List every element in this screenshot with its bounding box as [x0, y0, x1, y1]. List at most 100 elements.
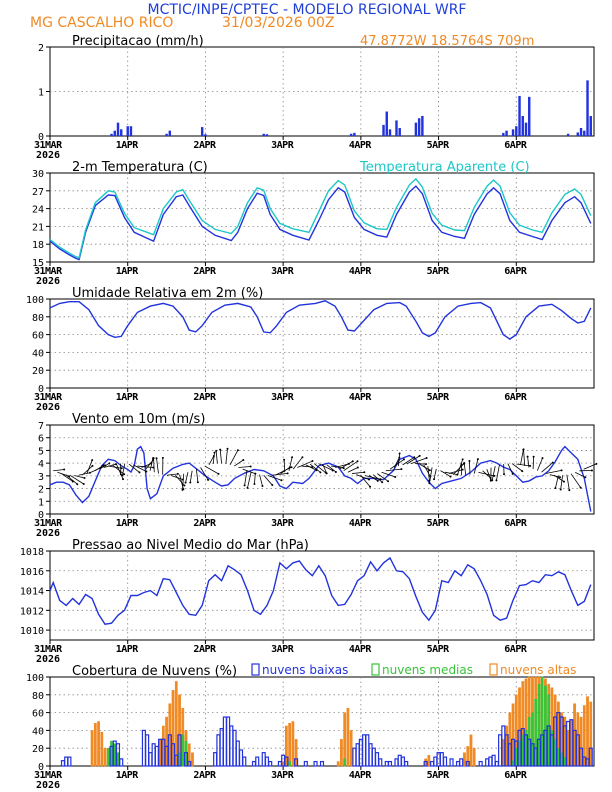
precip-bar	[200, 127, 204, 136]
wind-vector	[200, 467, 209, 481]
cloud-bar-nuvens-baixas	[439, 752, 444, 767]
cloud-bar-nuvens-altas	[472, 747, 476, 767]
wind-vector	[318, 463, 333, 471]
wind-vector-head	[449, 475, 452, 478]
wind-vector-head	[379, 478, 382, 481]
cloud-bar-nuvens-baixas	[423, 760, 428, 767]
wind-vector	[74, 475, 85, 479]
wind-vector	[254, 473, 256, 484]
wind-vector	[145, 459, 154, 470]
precip-bar	[353, 132, 356, 136]
cloud-bar-nuvens-altas	[93, 723, 97, 767]
precip-bar	[349, 133, 353, 136]
wind-vector	[444, 471, 458, 476]
wind-ytick-label: 1	[38, 497, 44, 508]
wind-vector-head	[476, 458, 479, 461]
rh-xtick-label: 4APR	[349, 392, 373, 403]
cloud-legend-low-swatch	[251, 663, 260, 676]
cloud-bar-nuvens-baixas	[362, 734, 367, 767]
wind-vector-head	[532, 455, 535, 458]
wind-vector-head	[579, 486, 582, 489]
cloud-bar-nuvens-baixas	[498, 734, 503, 767]
precip-title: Precipitacao (mm/h)	[72, 34, 204, 49]
wind-vector-head	[161, 456, 164, 459]
wind-vector-head	[363, 471, 366, 474]
wind-xtick-label: 4APR	[349, 518, 373, 529]
cloud-bar-nuvens-altas	[171, 690, 175, 767]
wind-vector	[372, 474, 383, 483]
wind-vector	[229, 450, 239, 466]
wind-vector-head	[511, 472, 514, 475]
cloud-bar-nuvens-baixas	[485, 758, 490, 767]
temp-ytick-label: 18	[32, 240, 44, 251]
wind-vector-head	[189, 481, 192, 484]
press-xtick-label: 1APR	[116, 644, 140, 655]
cloud-xtick-label: 2APR	[193, 770, 217, 781]
rh-ytick-label: 60	[32, 331, 44, 342]
wind-series-line	[49, 445, 592, 512]
cloud-bar-nuvens-medias	[527, 716, 531, 767]
wind-vector	[53, 469, 65, 472]
wind-vector-head	[590, 469, 593, 472]
cloud-bar-nuvens-altas	[90, 730, 94, 767]
wind-xtick-label: 5APR	[427, 518, 451, 529]
wind-vector	[156, 458, 159, 474]
cloud-bar-nuvens-baixas	[277, 760, 282, 767]
precip-bar	[126, 126, 129, 136]
wind-vector	[402, 456, 415, 466]
temp-xtick-label: 2APR	[193, 266, 217, 277]
wind-vector	[545, 470, 562, 474]
wind-vector-head	[219, 448, 222, 451]
precip-bar	[583, 130, 586, 136]
precip-xtick-label: 4APR	[349, 140, 373, 151]
cloud-bar-nuvens-medias	[518, 740, 521, 767]
cloud-bar-nuvens-medias	[544, 685, 547, 767]
wind-vector	[225, 448, 228, 465]
cloud-bar-nuvens-baixas	[400, 756, 406, 767]
cloud-year-label: 2026	[36, 780, 60, 791]
wind-vector	[532, 456, 535, 470]
wind-vector	[153, 458, 155, 473]
rh-panel: 0 20 40 60 80 100 31MAR 1APR 2APR 3APR 4APR 5APR 6AP…	[26, 286, 595, 413]
cloud-bar-nuvens-medias	[537, 683, 541, 767]
wind-vector	[95, 464, 104, 472]
wind-vector-head	[387, 480, 390, 483]
cloud-xtick-label: 31MAR	[34, 770, 63, 781]
wind-vector-head	[301, 456, 304, 459]
wind-vector	[297, 460, 313, 468]
temp-title: 2-m Temperatura (C)	[72, 160, 208, 175]
precip-ytick-label: 2	[38, 43, 44, 54]
cloud-bar-nuvens-altas	[501, 739, 505, 767]
temp-ytick-label: 15	[32, 258, 44, 269]
temp-ytick-label: 30	[32, 169, 44, 180]
rh-xtick-label: 5APR	[427, 392, 451, 403]
temp-year-label: 2026	[36, 276, 60, 287]
cloud-bar-nuvens-baixas	[319, 760, 325, 767]
cloud-bar-nuvens-altas	[294, 739, 298, 767]
wind-vector-head	[376, 479, 379, 482]
precip-bar	[589, 115, 592, 136]
wind-vector-head	[400, 468, 403, 471]
wind-vector	[305, 464, 317, 471]
cloud-bar-nuvens-baixas	[378, 758, 383, 767]
cloud-bar-nuvens-medias	[178, 752, 181, 767]
wind-vector	[356, 474, 370, 480]
wind-vector-head	[119, 473, 122, 476]
wind-vector-head	[428, 482, 431, 485]
cloud-bar-nuvens-baixas	[294, 758, 299, 767]
precip-panel: 0 1 2 31MAR 1APR 2APR 3APR 4APR 5APR 6APR 2026 Prec…	[34, 34, 595, 161]
press-xtick-label: 31MAR	[34, 644, 63, 655]
wind-xtick-label: 2APR	[193, 518, 217, 529]
cloud-bar-nuvens-altas	[187, 743, 191, 767]
wind-vector	[219, 449, 223, 464]
cloud-bar-nuvens-medias	[524, 730, 528, 767]
wind-vector	[283, 459, 286, 473]
cloud-bar-nuvens-altas	[569, 719, 573, 767]
cloud-bar-nuvens-baixas	[488, 756, 493, 767]
wind-vector-head	[145, 470, 148, 473]
temp-xtick-label: 31MAR	[34, 266, 63, 277]
wind-vector	[103, 463, 117, 468]
cloud-bar-nuvens-altas	[589, 701, 593, 767]
header-location: MG CASCALHO RICO	[30, 15, 173, 31]
cloud-bar-nuvens-altas	[469, 734, 473, 767]
